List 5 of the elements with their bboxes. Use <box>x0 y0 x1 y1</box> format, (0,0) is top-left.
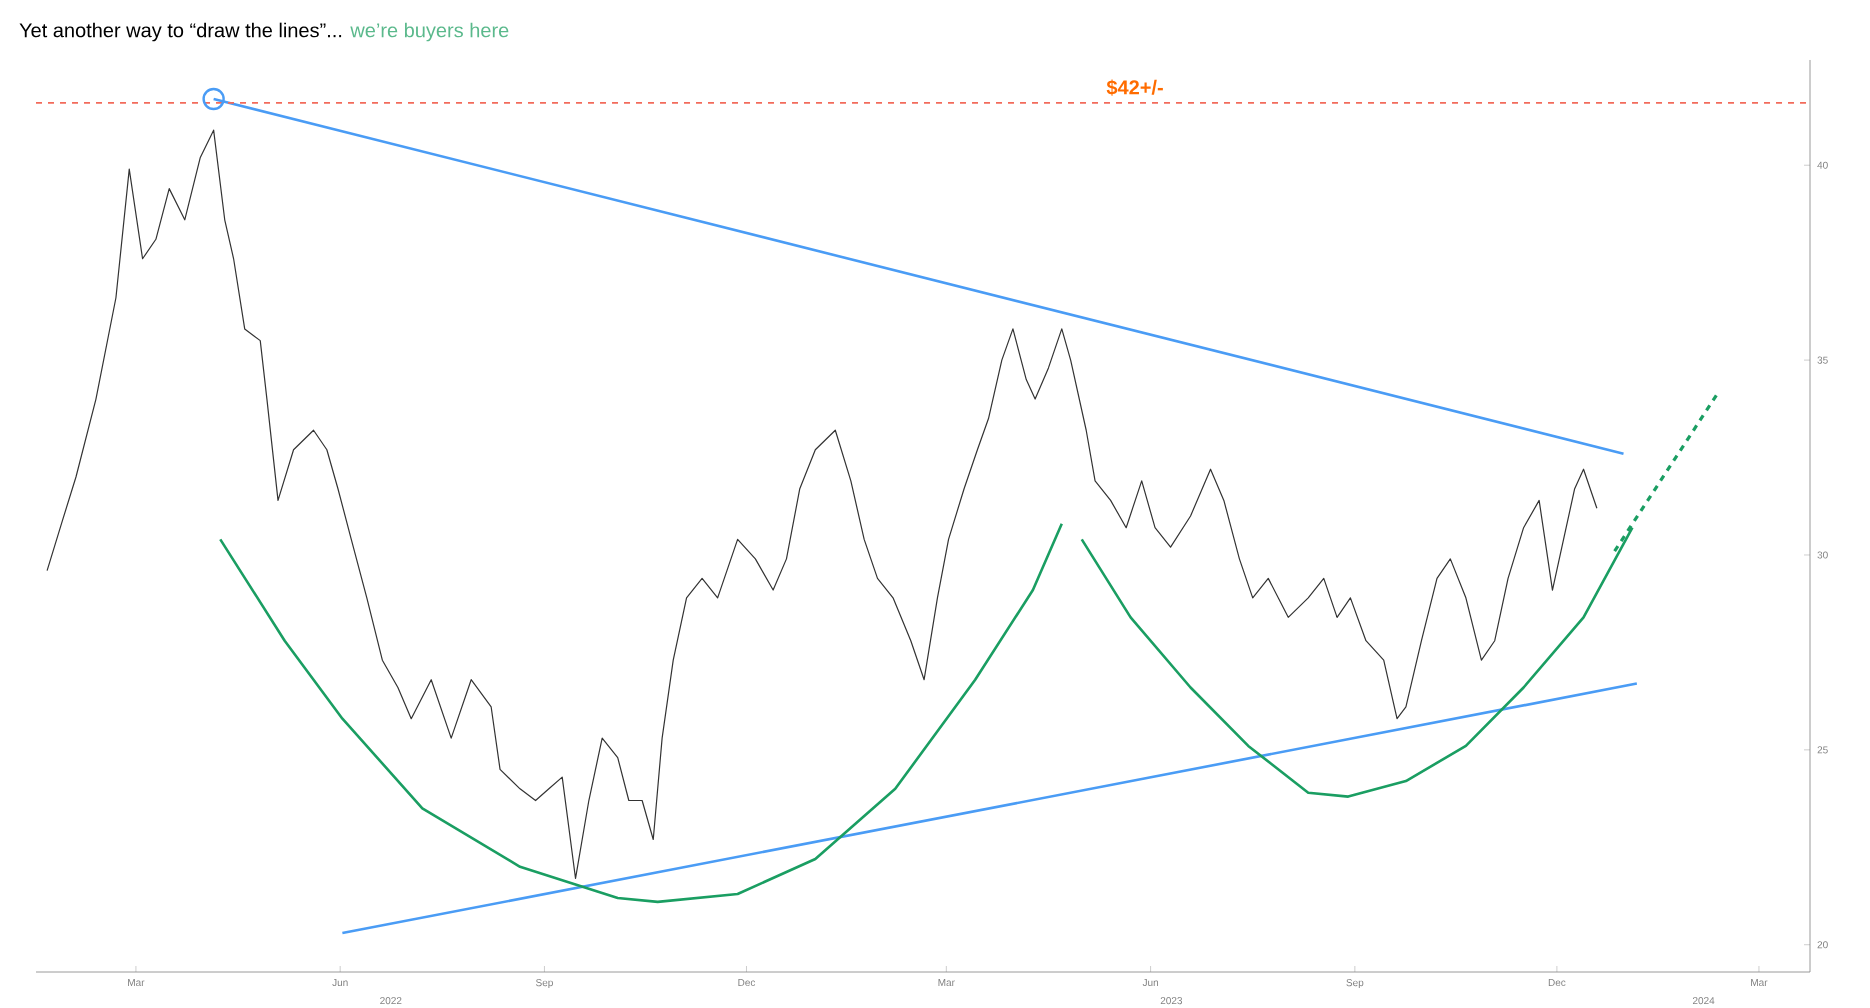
ref-line-label: $42+/- <box>1106 79 1163 96</box>
chart-subtitle: we’re buyers here <box>350 22 509 42</box>
line-series <box>46 129 1598 880</box>
line-series <box>218 522 1064 904</box>
chart-title: Yet another way to “draw the lines”... <box>19 22 342 42</box>
